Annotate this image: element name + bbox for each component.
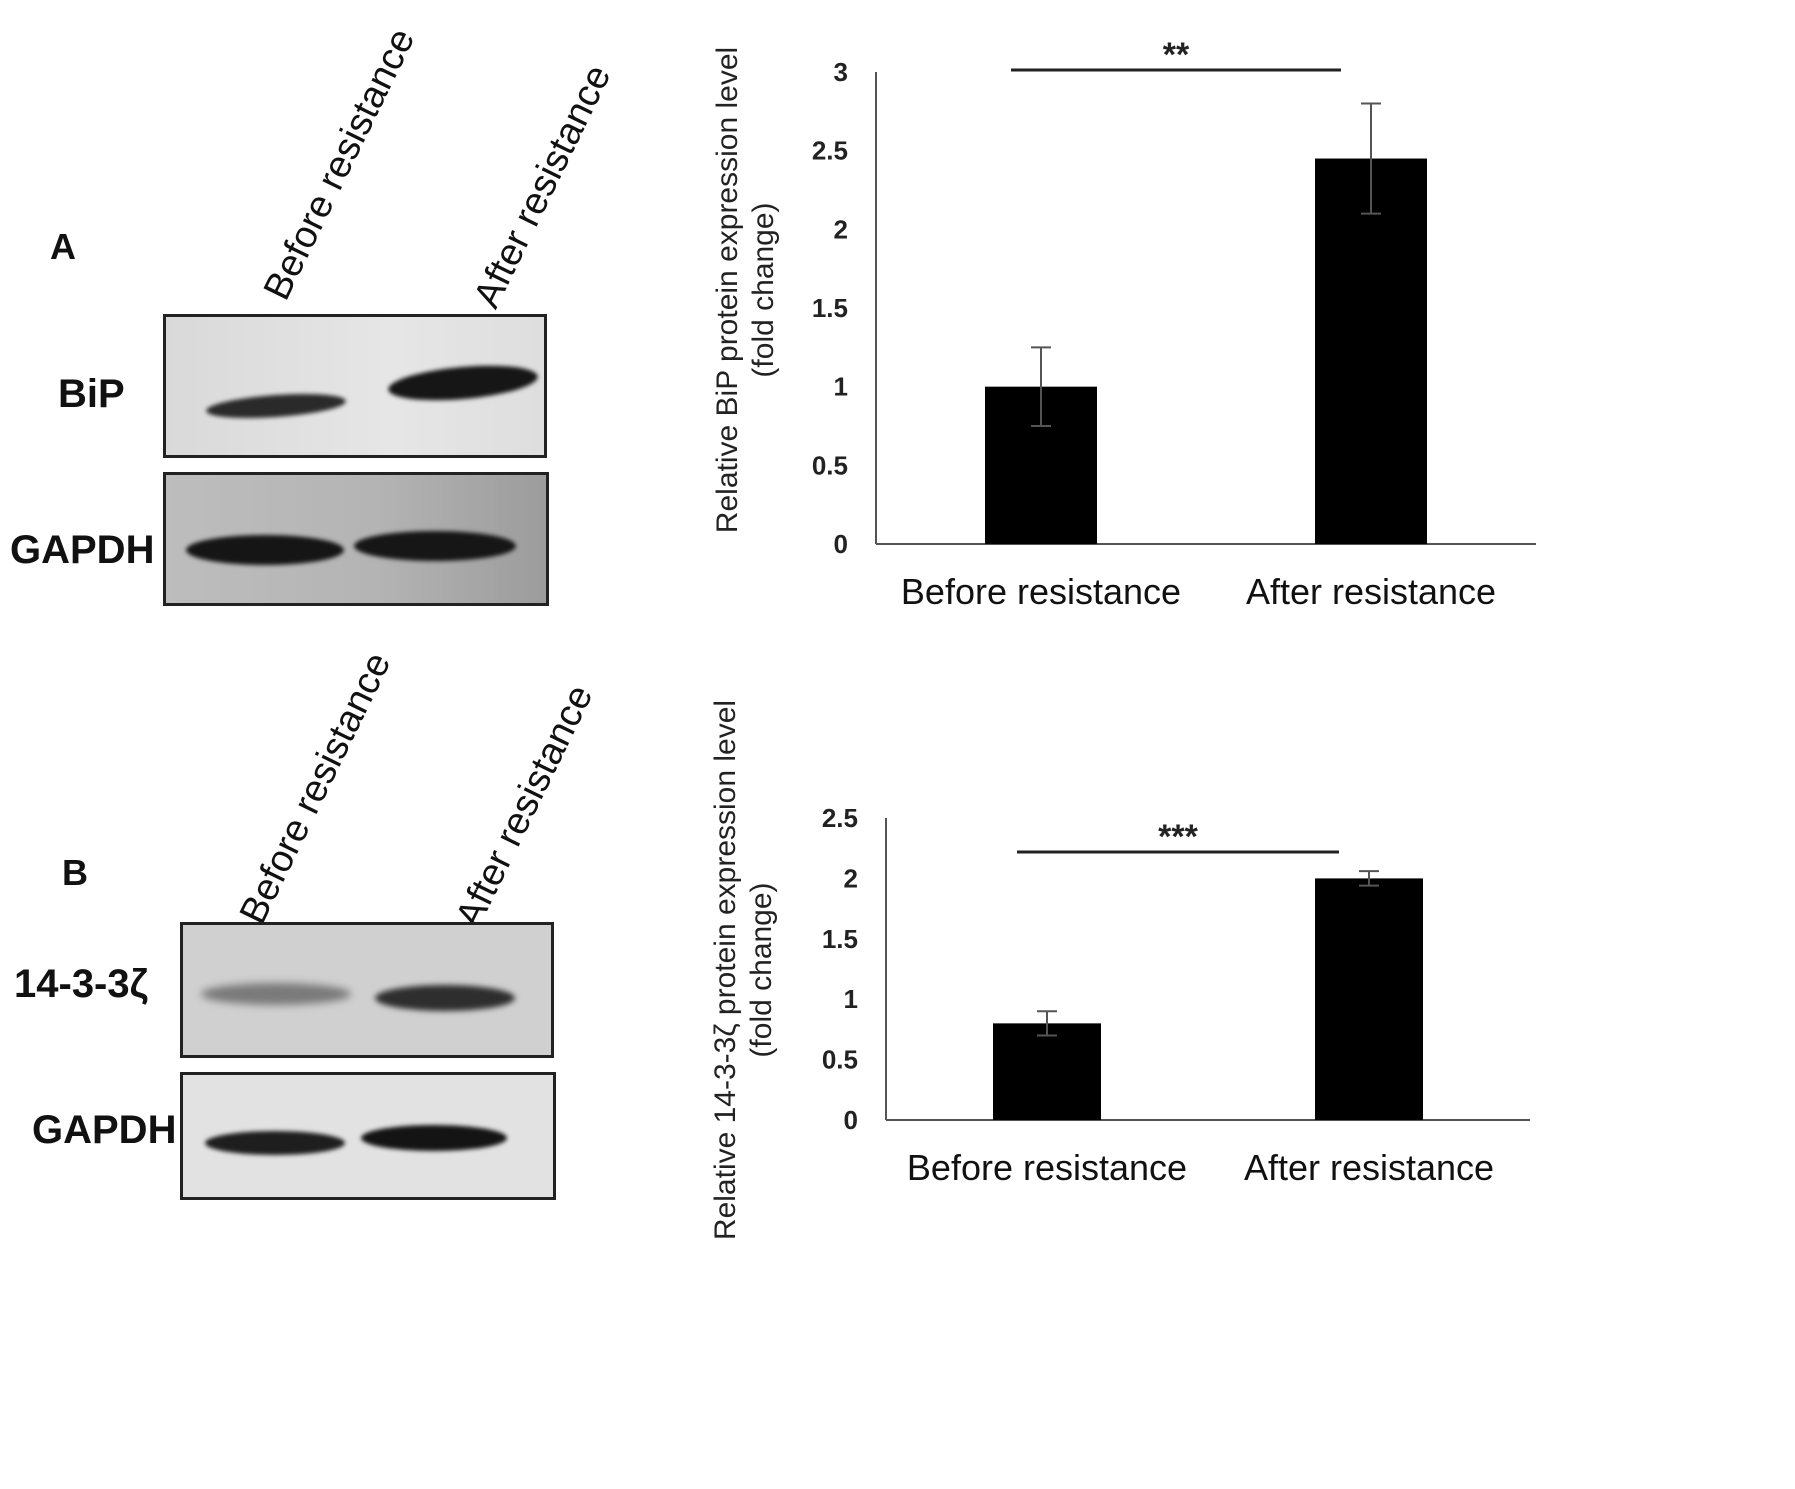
chart1-ytick-label: 3 xyxy=(834,57,848,87)
chart2-ytick-label: 0.5 xyxy=(822,1045,858,1075)
panel-a-letter: A xyxy=(50,226,76,267)
panel-b-lane-label-before: Before resistance xyxy=(232,646,400,931)
chart1-ytick-label: 1 xyxy=(834,372,848,402)
chart1-significance-stars: ** xyxy=(1163,36,1190,74)
chart2-ytick-label: 0 xyxy=(844,1105,858,1135)
chart1-ylabel-line2: (fold change) xyxy=(747,202,780,378)
chart2-ytick-label: 1 xyxy=(844,984,858,1014)
panel-a-bip-label: BiP xyxy=(58,372,125,416)
panel-a-bip-band-before xyxy=(205,390,347,422)
chart2-ytick-label: 2 xyxy=(844,863,858,893)
panel-b-letter: B xyxy=(62,852,88,893)
chart2-ylabel: Relative 14-3-3ζ protein expression leve… xyxy=(708,640,780,1300)
panel-b-gapdh-blot xyxy=(180,1072,556,1200)
chart1-ytick-label: 2.5 xyxy=(812,136,848,166)
chart2-ylabel-line2: (fold change) xyxy=(745,882,778,1058)
panel-a-gapdh-blot xyxy=(163,472,549,606)
chart1-bar xyxy=(1315,158,1427,545)
panel-a-gapdh-band-before xyxy=(186,535,344,565)
panel-a-lane-label-after: After resistance xyxy=(466,58,620,315)
chart2-category-label: Before resistance xyxy=(907,1147,1187,1188)
chart1-ytick-label: 1.5 xyxy=(812,293,848,323)
chart1-ytick-label: 0.5 xyxy=(812,450,848,480)
panel-a-bip-blot xyxy=(163,314,547,458)
chart2-ytick-label: 2.5 xyxy=(822,803,858,833)
panel-b-1433z-band-before xyxy=(201,983,351,1005)
panel-b-1433z-band-after xyxy=(375,985,515,1011)
panel-b-gapdh-label: GAPDH xyxy=(32,1108,177,1152)
chart2-ytick-label: 1.5 xyxy=(822,924,858,954)
chart2-bar xyxy=(1315,878,1423,1120)
chart2-bar xyxy=(993,1023,1101,1120)
panel-b-gapdh-band-before xyxy=(205,1131,345,1155)
chart1-ytick-label: 2 xyxy=(834,214,848,244)
panel-b-1433z-label: 14-3-3ζ xyxy=(14,962,149,1006)
panel-b-gapdh-band-after xyxy=(361,1125,507,1151)
chart1-ylabel-line1: Relative BiP protein expression level xyxy=(711,46,744,534)
chart2-1433z-bar-chart: 0 0.5 1 1.5 2 2.5 Before resistance After resis… xyxy=(822,803,1530,1188)
chart1-bip-bar-chart: 0 0.5 1 1.5 2 2.5 3 Before resistance After resi… xyxy=(812,36,1536,612)
chart2-ylabel-line1: Relative 14-3-3ζ protein expression leve… xyxy=(709,699,742,1241)
panel-a-gapdh-label: GAPDH xyxy=(10,528,155,572)
panel-b-lane-label-after: After resistance xyxy=(448,678,602,935)
panel-a-gapdh-band-after xyxy=(354,531,516,561)
panel-a-lane-label-before: Before resistance xyxy=(256,22,424,307)
panel-b-1433z-blot xyxy=(180,922,554,1058)
panel-a-bip-band-after xyxy=(386,360,540,406)
chart2-significance-stars: *** xyxy=(1158,818,1198,856)
chart1-ytick-label: 0 xyxy=(834,529,848,559)
chart1-category-label: After resistance xyxy=(1246,571,1496,612)
chart1-ylabel: Relative BiP protein expression level (f… xyxy=(710,10,782,570)
chart2-category-label: After resistance xyxy=(1244,1147,1494,1188)
chart1-category-label: Before resistance xyxy=(901,571,1181,612)
